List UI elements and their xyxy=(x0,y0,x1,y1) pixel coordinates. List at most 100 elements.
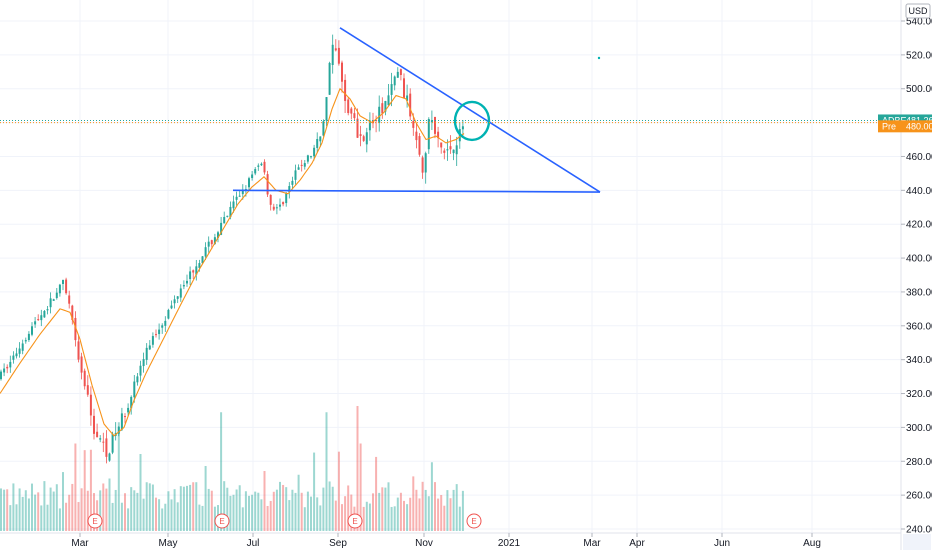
candle-down xyxy=(375,119,378,121)
volume-bar xyxy=(170,499,173,531)
volume-bar xyxy=(173,489,176,531)
volume-bar xyxy=(341,504,343,531)
earnings-marker[interactable]: E xyxy=(466,513,482,529)
volume-bar xyxy=(158,499,161,531)
volume-bar xyxy=(241,507,244,531)
candle-up xyxy=(310,156,312,158)
volume-bar xyxy=(27,498,30,531)
candle-down xyxy=(412,120,415,128)
y-tick-label: 440.00 xyxy=(906,186,932,197)
candle-down xyxy=(96,431,99,438)
candle-down xyxy=(381,103,384,114)
volume-bar xyxy=(322,487,325,531)
candle-up xyxy=(254,169,257,174)
candle-up xyxy=(430,120,433,123)
earnings-marker[interactable]: E xyxy=(347,513,363,529)
volume-bar xyxy=(412,476,415,531)
price-axis[interactable]: 540.00 520.00 500.00 480.00 460.00 440.00 420.… xyxy=(901,17,932,536)
horizontal-support-line[interactable] xyxy=(232,189,601,193)
volume-bar xyxy=(139,454,142,531)
candle-up xyxy=(424,153,427,173)
candle-up xyxy=(179,288,182,298)
candle-up xyxy=(167,309,170,319)
pre-market-tag[interactable]: Pre 480.00 xyxy=(878,120,932,133)
volume-bar xyxy=(62,472,64,531)
candle-up xyxy=(303,163,306,167)
candle-down xyxy=(124,416,126,418)
volume-bar xyxy=(244,491,247,531)
scroll-handle[interactable] xyxy=(903,534,931,550)
candle-down xyxy=(210,240,213,245)
candle-down xyxy=(443,150,446,153)
volume-bar xyxy=(443,505,446,531)
volume-bar xyxy=(114,489,117,531)
volume-bar xyxy=(108,478,111,531)
volume-bar xyxy=(455,484,458,531)
time-axis[interactable]: Mar May Jul Sep Nov 2021 Mar Apr Jun Aug xyxy=(71,533,821,549)
candle-up xyxy=(18,348,21,354)
volume-bar xyxy=(189,484,192,531)
y-tick-label: 260.00 xyxy=(906,491,932,502)
volume-bar xyxy=(127,508,130,531)
earnings-marker[interactable]: E xyxy=(87,513,103,529)
volume-bar xyxy=(288,500,291,531)
volume-bar xyxy=(226,487,229,531)
moving-average-line xyxy=(0,87,465,437)
y-tick-label: 500.00 xyxy=(906,84,932,95)
volume-bar xyxy=(344,496,347,531)
y-tick-label: 340.00 xyxy=(906,355,932,366)
candle-down xyxy=(421,157,424,173)
volume-bar xyxy=(254,491,257,531)
earnings-marker[interactable]: E xyxy=(214,513,230,529)
candle-down xyxy=(440,142,443,148)
candle-down xyxy=(89,394,92,416)
volume-bar xyxy=(167,491,170,531)
y-tick-label: 400.00 xyxy=(906,254,932,265)
y-tick-label: 300.00 xyxy=(906,423,932,434)
candle-down xyxy=(86,385,89,395)
candle-down xyxy=(68,295,71,304)
volume-bar xyxy=(201,505,204,531)
drawing-tools[interactable] xyxy=(232,27,601,193)
candle-down xyxy=(356,118,359,138)
earnings-circle xyxy=(347,513,363,529)
candle-up xyxy=(365,132,368,145)
volume-bar xyxy=(263,471,266,531)
candle-down xyxy=(337,47,340,64)
earnings-circle xyxy=(466,513,482,529)
x-tick-label: Mar xyxy=(71,538,89,549)
candle-up xyxy=(34,321,37,325)
volume-bar xyxy=(238,485,241,531)
currency-label[interactable]: USD xyxy=(905,3,931,19)
y-tick-label: 380.00 xyxy=(906,287,932,298)
volume-bar xyxy=(229,495,232,531)
candle-up xyxy=(251,174,254,179)
volume-bar xyxy=(74,443,77,531)
candle-up xyxy=(223,217,226,224)
descending-trendline[interactable] xyxy=(339,27,601,193)
candle-up xyxy=(151,336,154,345)
candle-up xyxy=(235,196,238,200)
volume-bar xyxy=(396,497,399,531)
volume-bar xyxy=(83,450,86,531)
volume-bar xyxy=(384,487,387,531)
candle-up xyxy=(139,365,142,376)
candle-up xyxy=(186,280,188,284)
volume-bar xyxy=(151,484,154,531)
candle-up xyxy=(24,340,27,342)
volume-bar xyxy=(77,502,80,531)
candle-up xyxy=(390,84,393,95)
candle-up xyxy=(49,298,52,308)
volume-bar xyxy=(359,443,362,531)
candle-up xyxy=(198,263,201,268)
candle-up xyxy=(127,407,130,413)
candle-up xyxy=(189,271,192,280)
candle-down xyxy=(80,356,83,373)
volume-bar xyxy=(6,489,9,531)
volume-bar xyxy=(195,482,198,531)
x-tick-label: Aug xyxy=(803,538,821,549)
candle-down xyxy=(341,62,343,82)
volume-bar xyxy=(294,492,297,531)
